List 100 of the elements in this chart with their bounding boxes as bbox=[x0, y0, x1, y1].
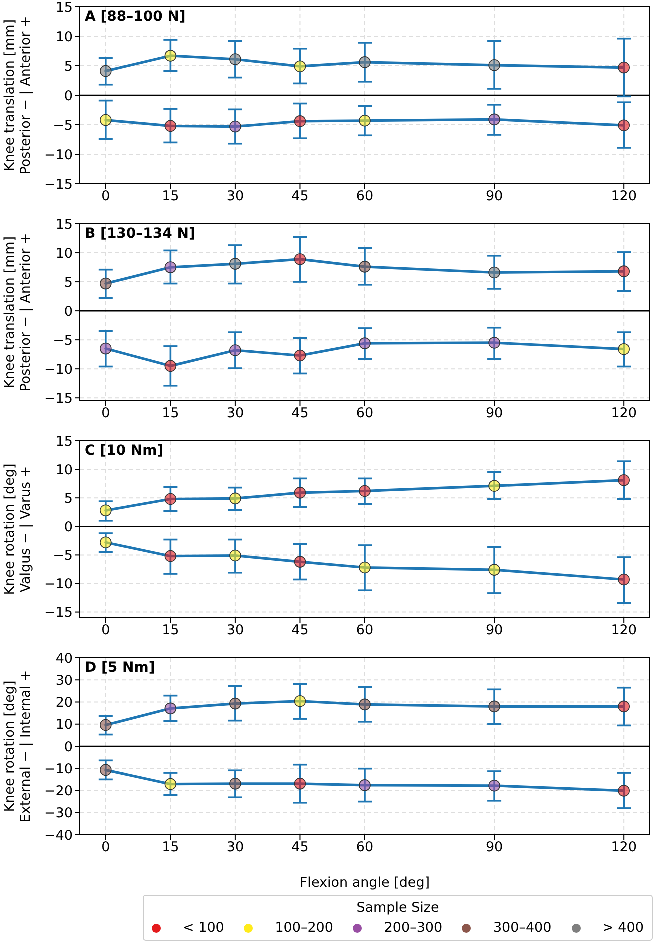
point bbox=[618, 474, 630, 486]
x-tick-label: 45 bbox=[292, 622, 309, 639]
y-tick-label: −20 bbox=[44, 784, 73, 800]
x-axis-title: Flexion angle [deg] bbox=[300, 875, 430, 891]
point bbox=[618, 120, 630, 132]
point bbox=[488, 337, 500, 349]
x-tick-label: 30 bbox=[226, 840, 244, 856]
point bbox=[100, 278, 112, 290]
point bbox=[164, 493, 177, 506]
point bbox=[164, 778, 177, 790]
point bbox=[230, 778, 242, 790]
point bbox=[100, 342, 112, 355]
y-tick-label: −40 bbox=[44, 828, 73, 844]
point bbox=[488, 480, 500, 492]
legend-label: 300–400 bbox=[493, 920, 552, 936]
y-tick-label: 10 bbox=[56, 29, 73, 46]
point bbox=[100, 114, 112, 126]
x-tick-label: 120 bbox=[611, 622, 637, 639]
point bbox=[618, 266, 630, 278]
point bbox=[294, 778, 306, 790]
x-tick-label: 60 bbox=[356, 406, 374, 422]
point bbox=[294, 556, 306, 568]
point bbox=[164, 550, 177, 562]
x-tick-label: 60 bbox=[356, 188, 374, 205]
point bbox=[359, 562, 371, 574]
y-tick-label: −5 bbox=[53, 118, 73, 134]
y-tick-label: 20 bbox=[56, 695, 73, 712]
y-tick-label: −10 bbox=[44, 362, 73, 378]
y-tick-label: −15 bbox=[44, 605, 73, 622]
point bbox=[488, 564, 500, 576]
x-tick-label: 15 bbox=[162, 188, 180, 205]
x-tick-label: 90 bbox=[486, 840, 504, 856]
x-tick-label: 45 bbox=[292, 406, 309, 422]
y-tick-label: −15 bbox=[44, 176, 73, 193]
point bbox=[359, 56, 371, 68]
point bbox=[100, 504, 112, 517]
point bbox=[164, 360, 177, 372]
y-tick-label: 30 bbox=[56, 672, 73, 689]
x-tick-label: 15 bbox=[162, 622, 180, 639]
point bbox=[294, 254, 306, 266]
y-tick-label: 5 bbox=[64, 490, 73, 507]
x-tick-label: 45 bbox=[292, 188, 309, 205]
x-tick-label: 45 bbox=[292, 840, 309, 856]
y-axis-title: Knee translation [mm] Posterior − | Anterior + bbox=[2, 16, 34, 175]
x-tick-label: 60 bbox=[356, 840, 374, 856]
point bbox=[100, 764, 112, 776]
y-tick-label: 10 bbox=[56, 246, 73, 262]
y-tick-label: 15 bbox=[56, 216, 73, 233]
y-tick-label: −5 bbox=[53, 332, 73, 349]
y-tick-label: 0 bbox=[64, 88, 73, 104]
y-tick-label: 0 bbox=[64, 304, 73, 320]
x-tick-label: 120 bbox=[611, 840, 637, 856]
point bbox=[230, 550, 242, 562]
y-tick-label: 15 bbox=[56, 0, 73, 16]
point bbox=[488, 700, 500, 713]
point bbox=[294, 695, 306, 708]
y-axis-title: Knee translation [mm] Posterior − | Anterior + bbox=[2, 233, 34, 392]
legend-label: 200–300 bbox=[384, 920, 443, 936]
y-tick-label: 0 bbox=[64, 519, 73, 536]
x-tick-label: 120 bbox=[611, 188, 637, 205]
point bbox=[359, 114, 371, 127]
point bbox=[359, 780, 371, 792]
point bbox=[618, 343, 630, 356]
point bbox=[359, 261, 371, 273]
x-tick-label: 90 bbox=[486, 406, 504, 422]
point bbox=[359, 485, 371, 498]
chart-title: B [130–134 N] bbox=[85, 226, 196, 242]
point bbox=[618, 700, 630, 713]
x-tick-label: 0 bbox=[102, 622, 110, 639]
point bbox=[230, 698, 242, 710]
x-tick-label: 15 bbox=[162, 840, 180, 856]
point bbox=[488, 60, 500, 72]
point bbox=[294, 116, 306, 128]
point bbox=[164, 120, 177, 132]
x-tick-label: 30 bbox=[226, 406, 244, 422]
point bbox=[100, 65, 112, 78]
point bbox=[164, 50, 177, 62]
legend-label: 100–200 bbox=[275, 920, 334, 936]
y-tick-label: 10 bbox=[56, 462, 73, 478]
point bbox=[488, 266, 500, 279]
point bbox=[230, 258, 242, 270]
point bbox=[618, 574, 630, 586]
y-tick-label: −15 bbox=[44, 390, 73, 407]
point bbox=[230, 54, 242, 66]
y-axis-title: Knee rotation [deg] Valgus − | Varus + bbox=[2, 464, 34, 596]
y-tick-label: 5 bbox=[64, 58, 73, 75]
x-tick-label: 0 bbox=[102, 188, 110, 205]
point bbox=[164, 262, 177, 274]
y-tick-label: −10 bbox=[44, 147, 73, 164]
y-tick-label: 0 bbox=[64, 739, 73, 756]
y-tick-label: 40 bbox=[56, 650, 73, 667]
point bbox=[230, 492, 242, 505]
point bbox=[359, 338, 371, 350]
point bbox=[100, 536, 112, 549]
x-tick-label: 30 bbox=[226, 622, 244, 639]
y-axis-title: Knee rotation [deg] External − | Internal + bbox=[2, 670, 34, 823]
x-tick-label: 90 bbox=[486, 188, 504, 205]
legend-label: > 400 bbox=[602, 920, 644, 936]
legend-title: Sample Size bbox=[356, 900, 440, 916]
y-tick-label: −10 bbox=[44, 761, 73, 778]
